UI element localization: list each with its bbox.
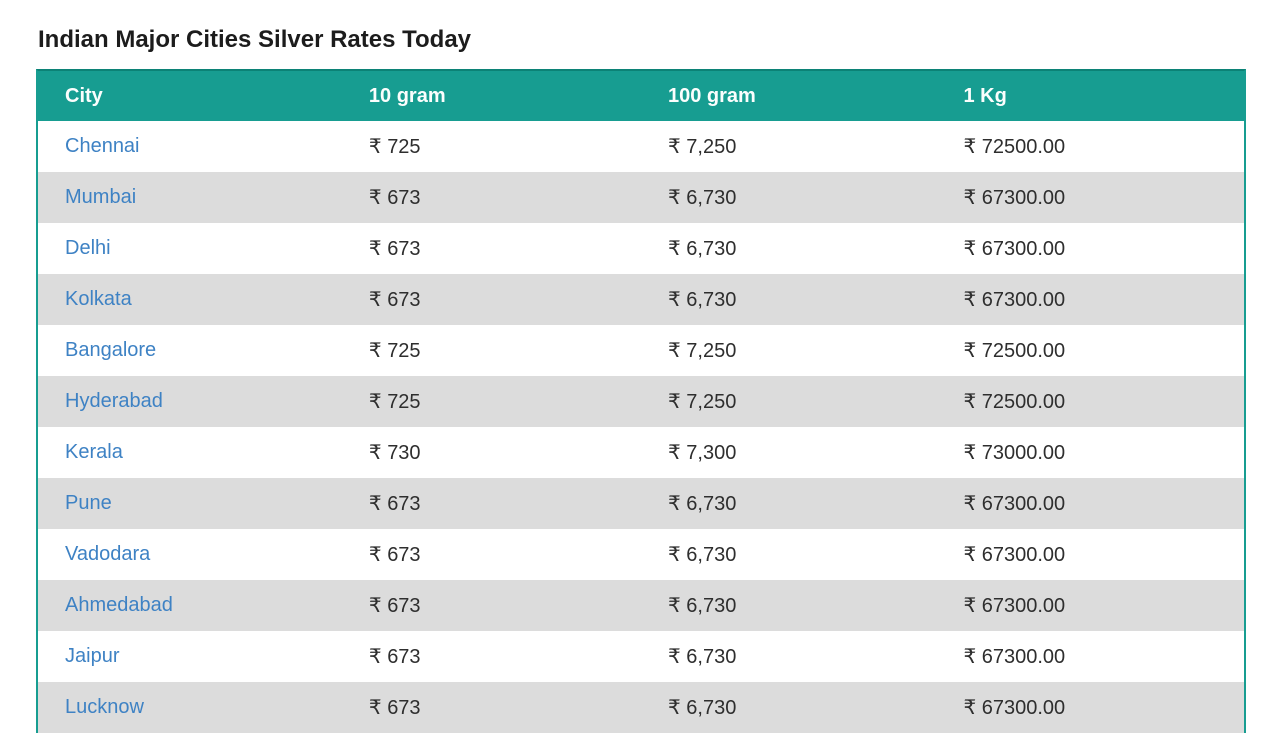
city-cell: Kerala — [38, 427, 342, 478]
page-title: Indian Major Cities Silver Rates Today — [38, 26, 472, 53]
rate-1-kg: ₹ 67300.00 — [936, 529, 1244, 580]
table-row: Pune ₹ 673 ₹ 6,730 ₹ 67300.00 — [38, 478, 1244, 529]
city-cell: Lucknow — [38, 682, 342, 733]
city-link[interactable]: Delhi — [65, 237, 111, 259]
table-row: Ahmedabad ₹ 673 ₹ 6,730 ₹ 67300.00 — [38, 580, 1244, 631]
city-cell: Jaipur — [38, 631, 342, 682]
table-row: Mumbai ₹ 673 ₹ 6,730 ₹ 67300.00 — [38, 172, 1244, 223]
rate-1-kg: ₹ 67300.00 — [936, 580, 1244, 631]
silver-rates-table: City 10 gram 100 gram 1 Kg Chennai ₹ 725… — [36, 69, 1246, 733]
city-link[interactable]: Hyderabad — [65, 390, 163, 412]
rate-1-kg: ₹ 72500.00 — [936, 121, 1244, 172]
table-row: Delhi ₹ 673 ₹ 6,730 ₹ 67300.00 — [38, 223, 1244, 274]
table-header: City 10 gram 100 gram 1 Kg — [38, 71, 1244, 121]
col-header-1-kg: 1 Kg — [936, 71, 1244, 121]
rate-1-kg: ₹ 67300.00 — [936, 172, 1244, 223]
col-header-100-gram: 100 gram — [640, 71, 937, 121]
rate-100-gram: ₹ 6,730 — [640, 682, 937, 733]
rate-1-kg: ₹ 73000.00 — [936, 427, 1244, 478]
rate-1-kg: ₹ 67300.00 — [936, 631, 1244, 682]
rate-1-kg: ₹ 67300.00 — [936, 223, 1244, 274]
rate-10-gram: ₹ 725 — [341, 121, 641, 172]
rate-100-gram: ₹ 7,250 — [640, 376, 937, 427]
table-row: Lucknow ₹ 673 ₹ 6,730 ₹ 67300.00 — [38, 682, 1244, 733]
table-row: Jaipur ₹ 673 ₹ 6,730 ₹ 67300.00 — [38, 631, 1244, 682]
rate-100-gram: ₹ 7,250 — [640, 325, 937, 376]
rate-1-kg: ₹ 67300.00 — [936, 682, 1244, 733]
city-link[interactable]: Pune — [65, 492, 112, 514]
table-row: Vadodara ₹ 673 ₹ 6,730 ₹ 67300.00 — [38, 529, 1244, 580]
rate-100-gram: ₹ 6,730 — [640, 631, 937, 682]
rate-10-gram: ₹ 673 — [341, 274, 641, 325]
rate-10-gram: ₹ 673 — [341, 631, 641, 682]
rate-1-kg: ₹ 67300.00 — [936, 274, 1244, 325]
city-cell: Bangalore — [38, 325, 342, 376]
table-row: Chennai ₹ 725 ₹ 7,250 ₹ 72500.00 — [38, 121, 1244, 172]
rate-1-kg: ₹ 72500.00 — [936, 325, 1244, 376]
city-link[interactable]: Kerala — [65, 441, 123, 463]
table-row: Kerala ₹ 730 ₹ 7,300 ₹ 73000.00 — [38, 427, 1244, 478]
city-cell: Chennai — [38, 121, 342, 172]
table-row: Hyderabad ₹ 725 ₹ 7,250 ₹ 72500.00 — [38, 376, 1244, 427]
rate-10-gram: ₹ 673 — [341, 682, 641, 733]
rate-100-gram: ₹ 6,730 — [640, 274, 937, 325]
col-header-city: City — [38, 71, 342, 121]
rate-100-gram: ₹ 6,730 — [640, 478, 937, 529]
rate-100-gram: ₹ 6,730 — [640, 580, 937, 631]
rate-10-gram: ₹ 725 — [341, 376, 641, 427]
rate-100-gram: ₹ 6,730 — [640, 172, 937, 223]
city-cell: Hyderabad — [38, 376, 342, 427]
rate-10-gram: ₹ 730 — [341, 427, 641, 478]
city-cell: Delhi — [38, 223, 342, 274]
city-cell: Mumbai — [38, 172, 342, 223]
rate-10-gram: ₹ 673 — [341, 529, 641, 580]
rate-10-gram: ₹ 673 — [341, 580, 641, 631]
city-cell: Ahmedabad — [38, 580, 342, 631]
city-link[interactable]: Ahmedabad — [65, 594, 173, 616]
rate-10-gram: ₹ 673 — [341, 172, 641, 223]
city-cell: Kolkata — [38, 274, 342, 325]
rate-10-gram: ₹ 725 — [341, 325, 641, 376]
city-cell: Pune — [38, 478, 342, 529]
city-link[interactable]: Bangalore — [65, 339, 157, 361]
rate-100-gram: ₹ 7,250 — [640, 121, 937, 172]
table-row: Bangalore ₹ 725 ₹ 7,250 ₹ 72500.00 — [38, 325, 1244, 376]
rate-10-gram: ₹ 673 — [341, 223, 641, 274]
city-link[interactable]: Jaipur — [65, 645, 120, 667]
rate-100-gram: ₹ 6,730 — [640, 529, 937, 580]
col-header-10-gram: 10 gram — [341, 71, 641, 121]
table-body: Chennai ₹ 725 ₹ 7,250 ₹ 72500.00 Mumbai … — [38, 121, 1244, 733]
city-link[interactable]: Mumbai — [65, 186, 137, 208]
table-row: Kolkata ₹ 673 ₹ 6,730 ₹ 67300.00 — [38, 274, 1244, 325]
city-cell: Vadodara — [38, 529, 342, 580]
city-link[interactable]: Kolkata — [65, 288, 132, 310]
rate-10-gram: ₹ 673 — [341, 478, 641, 529]
rate-1-kg: ₹ 72500.00 — [936, 376, 1244, 427]
rate-100-gram: ₹ 6,730 — [640, 223, 937, 274]
city-link[interactable]: Lucknow — [65, 696, 144, 718]
city-link[interactable]: Vadodara — [65, 543, 151, 565]
rate-100-gram: ₹ 7,300 — [640, 427, 937, 478]
city-link[interactable]: Chennai — [65, 135, 140, 157]
rate-1-kg: ₹ 67300.00 — [936, 478, 1244, 529]
